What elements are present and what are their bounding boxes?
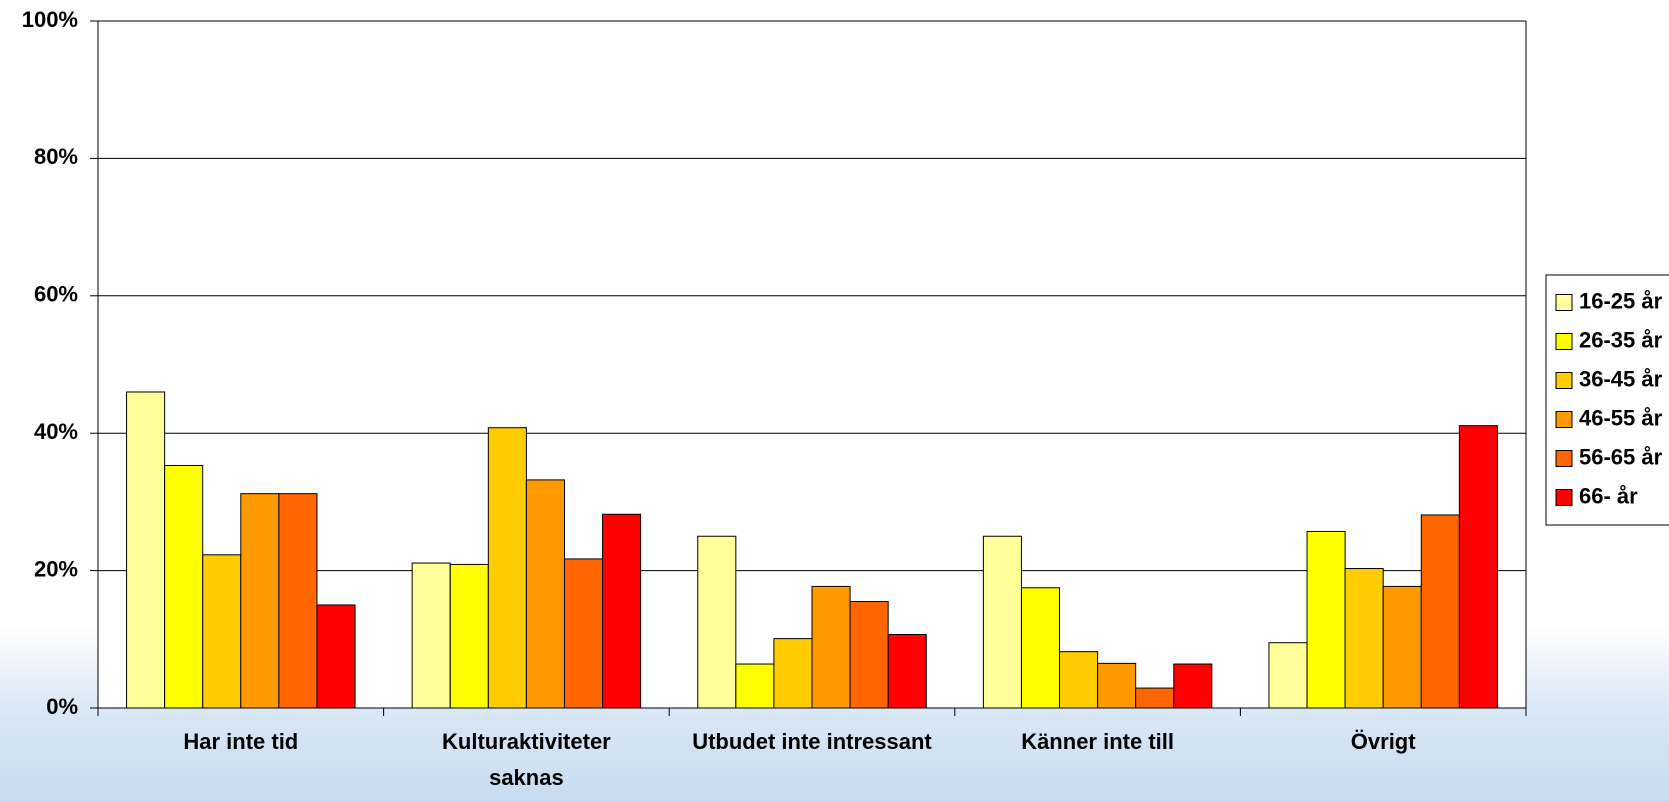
bar — [202, 554, 242, 709]
legend-swatch — [1555, 333, 1573, 350]
bar — [1020, 587, 1061, 709]
legend-swatch — [1555, 450, 1573, 467]
bar — [126, 391, 166, 709]
bar — [411, 562, 451, 709]
legend-label: 66- år — [1579, 483, 1638, 508]
y-tick-label: 80% — [34, 144, 78, 169]
legend-swatch — [1555, 294, 1573, 311]
bar — [1097, 662, 1137, 709]
bar — [449, 563, 489, 709]
bar — [735, 663, 775, 709]
y-tick-label: 40% — [34, 419, 78, 444]
y-tick-label: 20% — [34, 556, 78, 581]
legend-label: 26-35 år — [1579, 327, 1663, 352]
bar — [316, 604, 356, 709]
legend-label: 36-45 år — [1579, 366, 1663, 391]
bar — [849, 601, 889, 709]
x-tick-label: Känner inte till — [1021, 729, 1174, 754]
bar — [1173, 663, 1213, 709]
legend-swatch — [1555, 372, 1573, 389]
bar — [487, 427, 527, 709]
bar — [887, 633, 927, 709]
bar — [1059, 651, 1099, 709]
bar — [1458, 425, 1498, 709]
bar — [164, 464, 204, 709]
bar — [1135, 687, 1175, 709]
bar — [240, 493, 280, 709]
x-tick-label: Utbudet inte intressant — [692, 729, 932, 754]
bar — [602, 513, 642, 709]
legend-label: 56-65 år — [1579, 444, 1663, 469]
bar — [811, 585, 851, 709]
bar — [525, 479, 565, 709]
x-tick-label: Kulturaktiviteter saknas — [442, 729, 611, 790]
bar — [1306, 530, 1346, 709]
bar — [1382, 585, 1422, 709]
y-tick-label: 100% — [22, 7, 78, 32]
y-tick-label: 60% — [34, 282, 78, 307]
legend-label: 46-55 år — [1579, 405, 1663, 430]
bar — [982, 535, 1022, 709]
legend-swatch — [1555, 489, 1573, 506]
bar — [1420, 514, 1460, 709]
x-tick-label: Har inte tid — [183, 729, 299, 754]
bar — [1268, 642, 1308, 709]
bar — [773, 638, 813, 709]
y-tick-label: 0% — [46, 694, 78, 719]
bar — [278, 493, 318, 709]
bar — [563, 558, 604, 709]
legend-box — [1545, 274, 1669, 526]
x-tick-label: Övrigt — [1350, 729, 1416, 754]
legend-swatch — [1555, 411, 1573, 428]
legend-label: 16-25 år — [1579, 288, 1663, 313]
bar — [1344, 568, 1384, 709]
bar — [697, 535, 737, 709]
